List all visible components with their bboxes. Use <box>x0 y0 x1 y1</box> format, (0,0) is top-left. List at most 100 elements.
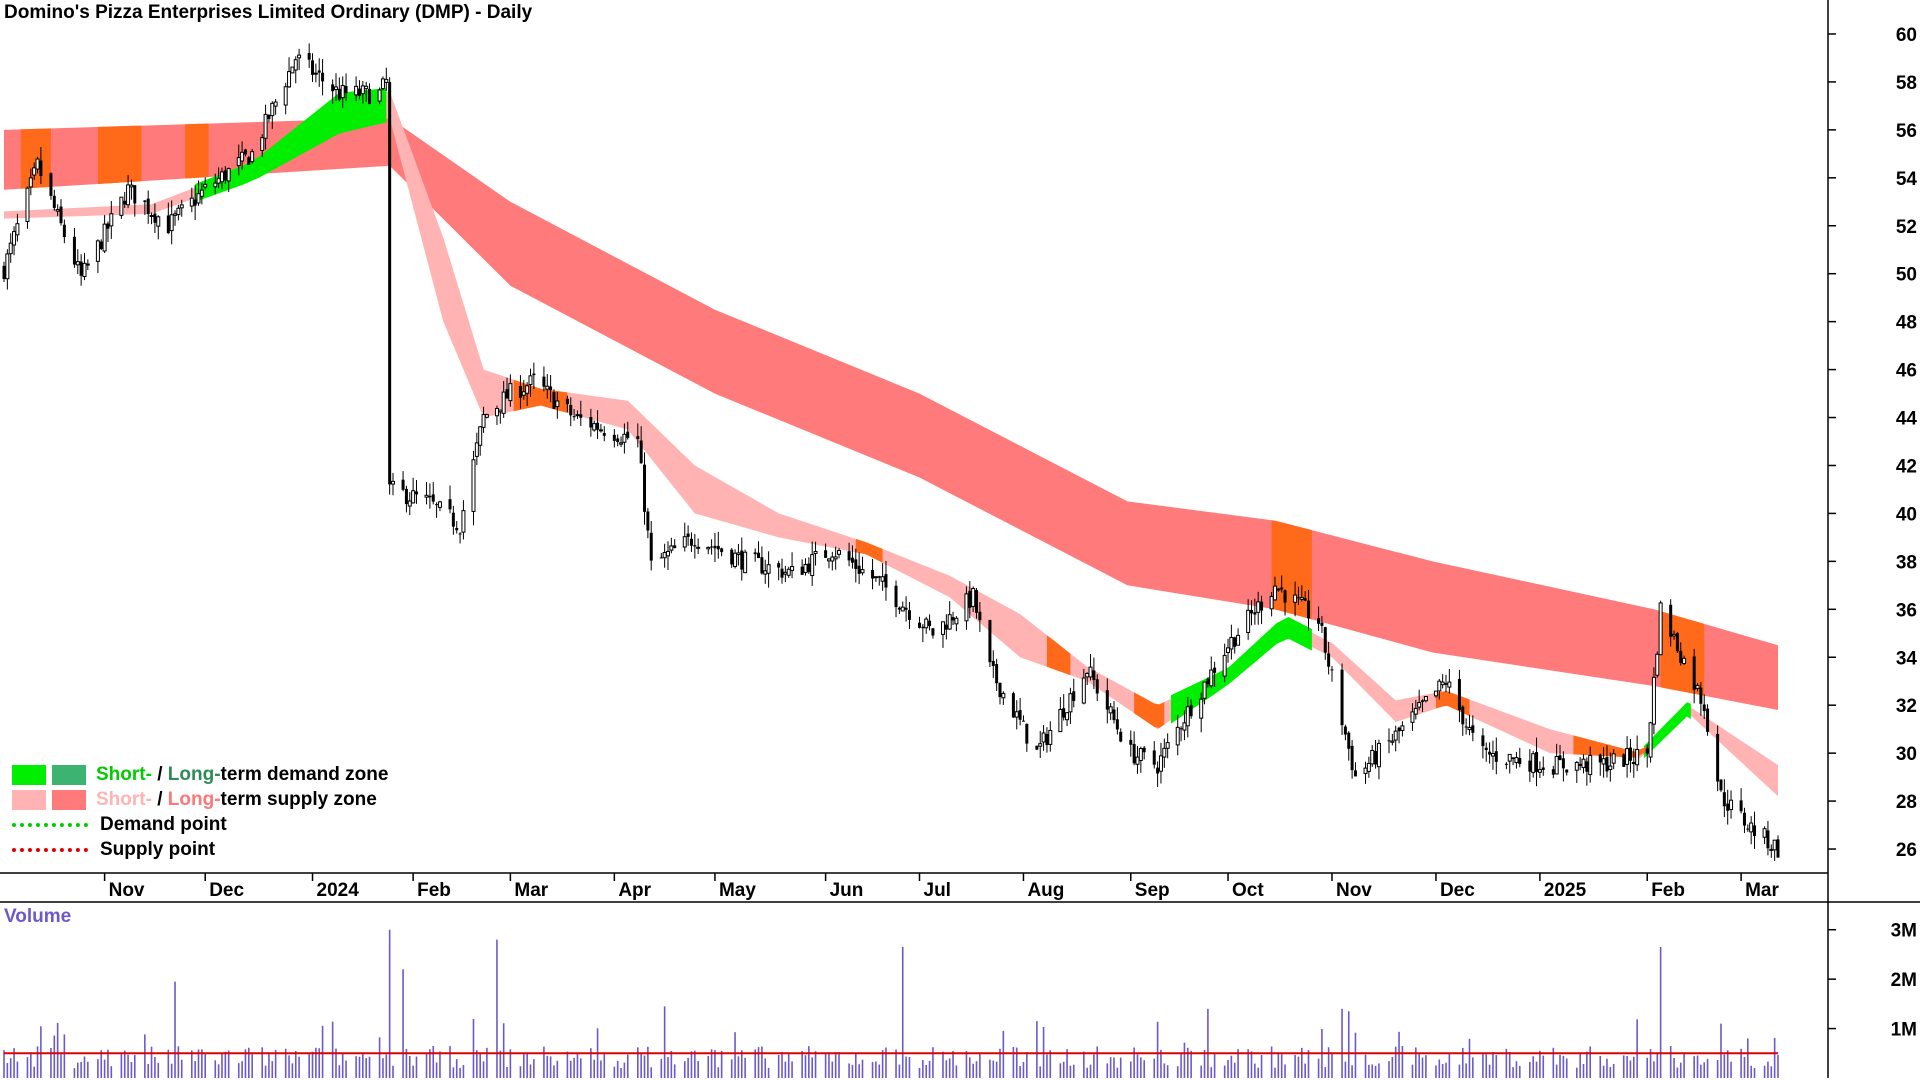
candle-down <box>1766 830 1770 849</box>
volume-label: Volume <box>4 906 72 927</box>
candle-down <box>223 170 227 181</box>
candle-down <box>740 550 744 570</box>
legend-short-demand-swatch <box>12 764 46 785</box>
candle-down <box>1374 750 1378 765</box>
candle-down <box>904 607 908 610</box>
candle-up <box>119 196 124 216</box>
x-tick-label: Dec <box>209 880 244 901</box>
candle-up <box>297 54 302 59</box>
legend-demand-point: Demand point <box>12 812 388 837</box>
candle-up <box>733 552 738 567</box>
x-tick-label: May <box>719 880 756 901</box>
candle-down <box>636 436 640 440</box>
candle-up <box>263 113 268 139</box>
candle-up <box>790 566 795 571</box>
candle-down <box>1742 812 1746 826</box>
x-tick-label: Feb <box>1651 880 1685 901</box>
legend-long-demand-swatch <box>52 764 86 785</box>
candle-down <box>1115 719 1119 730</box>
short-term-zone <box>4 91 1778 797</box>
candle-down <box>1387 740 1391 742</box>
candle-up <box>1085 672 1090 678</box>
candle-down <box>807 563 811 573</box>
candle-down <box>1679 650 1683 663</box>
candle-down <box>357 88 361 97</box>
candle-up <box>360 85 365 95</box>
candle-up <box>85 263 90 266</box>
candle-down <box>968 590 972 608</box>
y-tick-label: 44 <box>1896 409 1918 430</box>
candle-up <box>1658 602 1663 656</box>
candle-up <box>1625 748 1630 765</box>
candle-up <box>213 182 218 188</box>
candle-up <box>494 407 499 417</box>
candle-down <box>1152 750 1156 765</box>
candle-up <box>575 414 580 417</box>
candle-down <box>99 241 103 249</box>
candle-down <box>659 557 663 559</box>
candle-up <box>622 433 627 443</box>
candle-down <box>1156 767 1160 774</box>
x-tick-label: Feb <box>417 880 451 901</box>
candle-down <box>59 206 63 224</box>
candle-down <box>928 620 932 627</box>
candle-up <box>1682 657 1687 664</box>
y-tick-label: 50 <box>1896 265 1917 286</box>
candle-down <box>458 533 462 535</box>
candle-down <box>1132 743 1136 764</box>
candle-down <box>975 590 979 613</box>
candle-up <box>900 606 905 612</box>
candle-down <box>2 265 6 279</box>
candle-up <box>333 86 338 91</box>
candle-up <box>109 213 114 227</box>
candle-down <box>1628 747 1632 761</box>
zones-layer <box>4 88 1778 797</box>
candle-down <box>1011 693 1015 718</box>
x-tick-label: Nov <box>109 880 145 901</box>
candle-down <box>643 464 647 512</box>
candle-up <box>196 193 201 204</box>
candle-up <box>860 569 865 574</box>
candle-up <box>25 187 30 222</box>
candle-up <box>1588 754 1593 776</box>
y-tick-label: 40 <box>1896 504 1917 525</box>
candle-down <box>431 494 435 502</box>
candle-down <box>79 261 83 276</box>
supply-point-line <box>12 847 88 852</box>
candle-up <box>830 556 835 562</box>
candle-up <box>1366 762 1371 772</box>
candle-up <box>1554 756 1559 775</box>
candle-up <box>1655 653 1660 676</box>
candle-down <box>1035 745 1039 750</box>
candle-down <box>1471 725 1475 733</box>
candle-up <box>1447 681 1452 688</box>
candle-up <box>880 576 885 582</box>
candle-up <box>1772 839 1777 851</box>
chart-title: Domino's Pizza Enterprises Limited Ordin… <box>4 2 533 23</box>
candle-up <box>1417 702 1422 708</box>
candle-down <box>1320 622 1324 626</box>
candle-up <box>1749 822 1754 833</box>
volume-tick-label: 1M <box>1891 1020 1917 1041</box>
candle-down <box>1457 679 1461 711</box>
candle-down <box>1260 601 1264 611</box>
candle-down <box>1675 633 1679 652</box>
candle-up <box>1601 758 1606 765</box>
candle-up <box>273 101 278 107</box>
candle-up <box>508 383 513 402</box>
candle-down <box>193 199 197 206</box>
candle-up <box>1574 761 1579 771</box>
candle-down <box>753 552 757 555</box>
candle-down <box>850 557 854 563</box>
candle-down <box>532 373 536 376</box>
candle-down <box>166 215 170 234</box>
candle-up <box>471 459 476 512</box>
legend-supply-zone: Short- / Long- term supply zone <box>12 787 388 812</box>
candle-up <box>1490 753 1495 757</box>
candle-down <box>344 85 348 94</box>
transition-zone <box>185 123 209 179</box>
x-tick-label: Sep <box>1135 880 1170 901</box>
candle-down <box>565 398 569 405</box>
candle-down <box>824 550 828 558</box>
